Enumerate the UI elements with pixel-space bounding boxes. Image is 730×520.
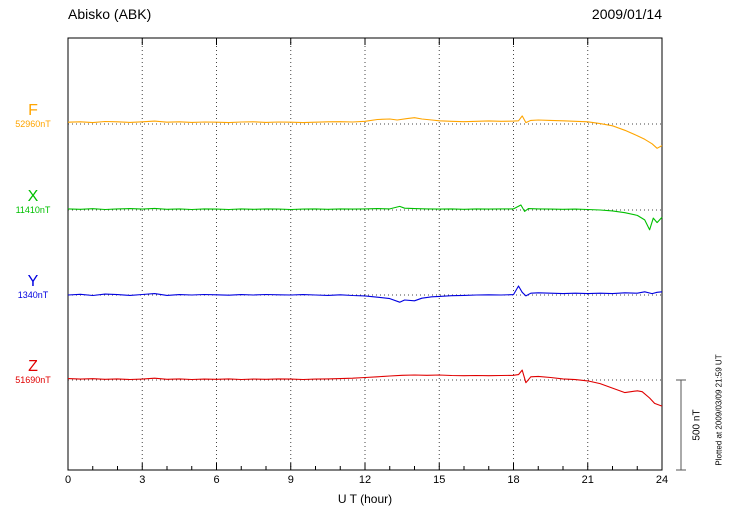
x-tick-label: 18	[507, 474, 520, 486]
series-label-f: F 52960nT	[2, 102, 64, 129]
series-label-y: Y 1340nT	[2, 273, 64, 300]
trace-z	[67, 369, 663, 407]
x-tick-label: 24	[655, 474, 669, 486]
x-axis-title: U T (hour)	[337, 492, 393, 506]
x-tick-label: 3	[139, 474, 146, 486]
series-baseline-x: 11410nT	[15, 204, 51, 215]
series-name-z: Z	[28, 358, 38, 375]
series-label-z: Z 51690nT	[2, 358, 64, 385]
series-baseline-f: 52960nT	[15, 118, 51, 129]
plot-date: 2009/01/14	[591, 6, 662, 22]
x-tick-label: 21	[581, 474, 594, 486]
series-name-f: F	[28, 102, 38, 119]
x-tick-label: 6	[213, 474, 220, 486]
x-tick-label: 15	[433, 474, 446, 486]
series-name-y: Y	[27, 273, 39, 290]
x-tick-label: 0	[64, 474, 72, 486]
trace-x	[67, 204, 663, 231]
series-name-x: X	[27, 188, 39, 205]
scale-bar-label: 500 nT	[691, 409, 703, 441]
series-baseline-z: 51690nT	[15, 374, 51, 385]
trace-f	[67, 115, 663, 149]
station-title: Abisko (ABK)	[68, 6, 152, 22]
plotted-at-note: Plotted at 2009/03/09 21:59 UT	[714, 354, 724, 466]
x-tick-label: 9	[287, 474, 294, 486]
series-label-x: X 11410nT	[2, 188, 64, 215]
series-baseline-y: 1340nT	[17, 289, 49, 300]
trace-y	[67, 285, 663, 303]
x-tick-label: 12	[358, 474, 372, 486]
